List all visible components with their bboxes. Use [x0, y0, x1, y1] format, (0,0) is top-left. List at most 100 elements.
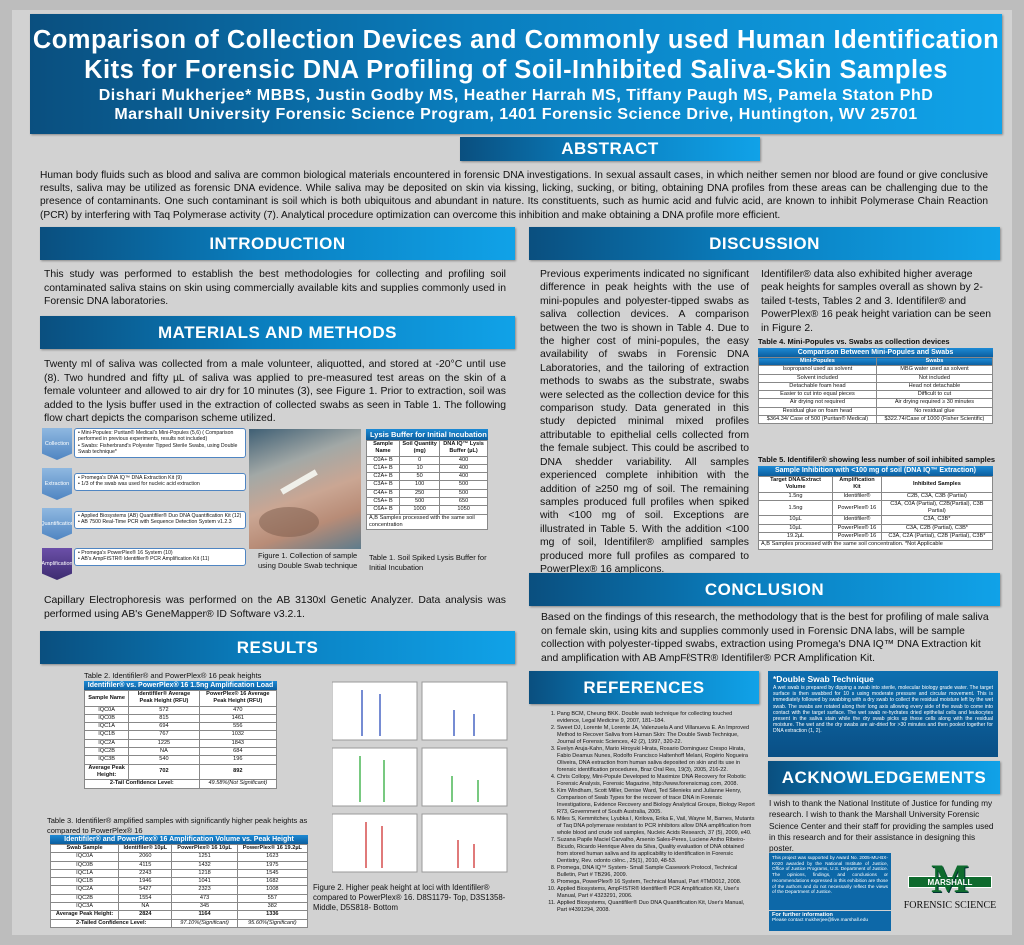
- cell: 540: [128, 755, 200, 765]
- table-row: $364.34/ Case of 500 (Puritan® Medical) $…: [758, 415, 994, 425]
- table-3-title: Identifiler® and PowerPlex® 16 Amplifica…: [50, 835, 308, 844]
- reference-item: Pang BCM, Cheung BKK. Double swab techni…: [557, 711, 755, 725]
- table-2-title: Identifiler® vs. PowerPlex® 16 1.5ng Amp…: [84, 681, 277, 690]
- cell: 892: [198, 763, 278, 781]
- cell: 1336: [236, 910, 309, 920]
- cell: 10µL: [757, 523, 834, 534]
- cell: $322.74/Case of 1000 (Fisher Scientific): [875, 415, 994, 425]
- cell: PowerPlex® 16: [832, 532, 882, 542]
- swab-image: [280, 469, 318, 495]
- grant-box: This project was supported by Award No. …: [769, 853, 891, 910]
- cell: NA: [128, 747, 200, 757]
- conclusion-heading: CONCLUSION: [529, 573, 1000, 606]
- table-row: 1.5ng Identifiler® C2B, C3A, C3B (Partial): [757, 491, 994, 501]
- table-4: Comparison Between Mini-Popules and Swab…: [758, 348, 994, 425]
- cell: 1843: [198, 738, 278, 749]
- table-row: IQC2B NA 684: [83, 747, 278, 757]
- cell: 400: [439, 472, 488, 482]
- conclusion-text: Based on the findings of this research, …: [541, 612, 989, 664]
- figure-2-caption: Figure 2. Higher peak height at loci wit…: [313, 883, 506, 912]
- table-row: Solvent included Not included: [758, 373, 994, 383]
- cell: 0: [399, 455, 441, 465]
- reference-item: Kim Windham, Scott Miller, Denise Ward, …: [557, 788, 755, 816]
- cell: 572: [128, 705, 200, 715]
- table-row: IQC2A 5427 2323 1008: [49, 885, 309, 895]
- cell: 1432: [171, 860, 238, 870]
- cell: 1050: [439, 505, 488, 515]
- cell: C4A+ B: [365, 488, 401, 499]
- double-swab-heading: *Double Swab Technique: [773, 674, 874, 684]
- cell: Air drying required ≥ 30 minutes: [875, 398, 994, 408]
- cell: PowerPlex® 16: [832, 523, 882, 534]
- cell: 1251: [171, 852, 238, 862]
- cell: IQC3A: [49, 902, 120, 912]
- table-2-header: PowerPlex® 16 Average Peak Height (RFU): [198, 690, 278, 707]
- cell: 50: [399, 472, 441, 482]
- table-2-header: Sample Name: [83, 690, 130, 707]
- reference-item: Chris Collopy, Mini-Popule Developed to …: [557, 774, 755, 788]
- cell: IQC1A: [83, 722, 130, 732]
- cell: Head not detachable: [875, 381, 994, 392]
- table-1-title: Lysis Buffer for Initial Incubation: [366, 429, 488, 440]
- egram-d8s1179-powerplex: [421, 681, 508, 741]
- reference-item: Applied Biosystems, Quantifiler® Duo DNA…: [557, 900, 755, 914]
- logo-wordmark: MARSHALL: [908, 876, 992, 888]
- contact-box: For further information Please contact m…: [769, 911, 891, 931]
- cell: C1A+ B: [365, 463, 401, 474]
- table-2-header: Identifiler® Average Peak Height (RFU): [128, 690, 200, 707]
- panel-bottom: [331, 813, 508, 873]
- cell: 10µL: [757, 515, 834, 525]
- cell: Difficult to cut: [875, 390, 994, 400]
- table-3-caption: Table 3. Identifiler® amplified samples …: [47, 816, 308, 835]
- cell: IQC1B: [49, 877, 120, 887]
- cell: IQC0B: [83, 713, 130, 724]
- cell: C5A+ B: [365, 497, 401, 507]
- flow-step-collection: Collection: [42, 428, 72, 460]
- cell: C3A, C2A (Partial), C2B (Partial), C3B*: [880, 532, 994, 542]
- introduction-heading: INTRODUCTION: [40, 227, 515, 260]
- table-5-header: Target DNA/Extract Volume: [757, 476, 834, 493]
- cell: No residual glue: [875, 406, 994, 417]
- table-row: 10µL Identifiler® C3A, C3B*: [757, 515, 994, 525]
- introduction-text: This study was performed to establish th…: [44, 269, 506, 308]
- cell: 19.2µL: [757, 532, 834, 542]
- reference-item: Evelyn Aruja-Kahn, Mario Hiroyuki Hirata…: [557, 746, 755, 774]
- cell: 345: [171, 902, 238, 912]
- cell: 1041: [171, 877, 238, 887]
- table-row: C4A+ B 250 500: [365, 488, 488, 499]
- cell: 1218: [171, 868, 238, 879]
- egram-d8s1179-identifiler: [331, 681, 418, 741]
- methods-text: Twenty ml of saliva was collected from a…: [44, 359, 506, 425]
- table-1-header: Sample Name: [365, 440, 401, 457]
- table-2: Identifiler® vs. PowerPlex® 16 1.5ng Amp…: [83, 681, 278, 789]
- cell: 1164: [171, 910, 238, 920]
- cell: 650: [439, 497, 488, 507]
- cell: PowerPlex® 16: [832, 499, 882, 517]
- cell: IQC2A: [83, 738, 130, 749]
- cell: C6A+ B: [365, 505, 401, 515]
- contact-email: Please contact mukherjee@live.marshall.e…: [772, 918, 869, 923]
- cell: IQC2B: [83, 747, 130, 757]
- cell: Identifiler®: [832, 515, 882, 525]
- ce-text: Capillary Electrophoresis was performed …: [44, 595, 506, 620]
- cell: 1545: [236, 868, 309, 879]
- cell: 557: [236, 893, 309, 904]
- cell: 684: [198, 747, 278, 757]
- results-heading: RESULTS: [40, 631, 515, 664]
- ttest-label: 2-Tail Confidence Level:: [84, 779, 200, 789]
- cell: 500: [439, 480, 488, 490]
- table-1: Lysis Buffer for Initial Incubation Samp…: [365, 429, 488, 531]
- table-4-header: Mini-Popules: [758, 356, 877, 367]
- table-1-note: A,B Samples processed with the same soil…: [366, 513, 488, 531]
- flow-step-extraction: Extraction: [42, 468, 72, 500]
- egram-d5s818-identifiler: [331, 813, 418, 873]
- cell: 1975: [236, 860, 309, 870]
- table-row: 10µL PowerPlex® 16 C3A, C2B (Partial), C3B…: [757, 523, 994, 534]
- title-line-1: Comparison of Collection Devices and Com…: [32, 25, 1000, 54]
- reference-item: Promega, PowerPlex® 16 System, Technical…: [557, 879, 755, 886]
- cell: 1461: [198, 713, 278, 724]
- cell: IQC2B: [49, 893, 120, 904]
- cell: 250: [399, 488, 441, 499]
- table-5: Sample Inhibition with <100 mg of soil (…: [757, 466, 994, 550]
- table-row: IQC3A NA 345 382: [49, 902, 309, 912]
